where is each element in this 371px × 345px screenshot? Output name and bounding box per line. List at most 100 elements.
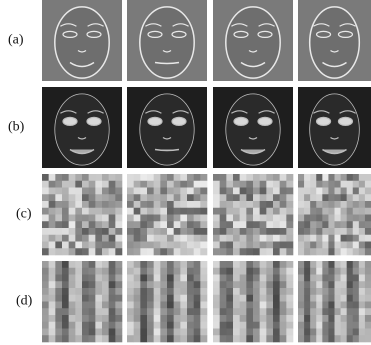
pixel — [180, 281, 187, 288]
pixel — [95, 295, 102, 302]
pixel — [194, 335, 201, 342]
pixel — [304, 281, 310, 288]
pixel — [226, 335, 233, 342]
pixel — [298, 248, 304, 255]
pixel — [240, 268, 247, 275]
pixel — [316, 228, 322, 235]
pixel — [180, 201, 187, 208]
pixel — [359, 208, 365, 215]
pixel — [365, 295, 371, 302]
pixel — [335, 275, 341, 282]
pixel — [310, 281, 316, 288]
pixel — [49, 329, 56, 336]
pixel — [341, 248, 347, 255]
pixel — [62, 242, 69, 249]
pixel — [316, 235, 322, 242]
pixel — [328, 308, 334, 315]
pixel — [180, 308, 187, 315]
pixel — [55, 242, 62, 249]
pixel — [365, 174, 371, 181]
pixel — [328, 268, 334, 275]
pixel — [213, 335, 220, 342]
pixel — [322, 268, 328, 275]
pixel — [167, 268, 174, 275]
pixel — [266, 228, 273, 235]
pixel — [147, 322, 154, 329]
pixel — [213, 208, 220, 215]
pixel — [49, 302, 56, 309]
face-image — [127, 174, 207, 255]
pixel — [322, 261, 328, 268]
pixel — [109, 215, 116, 222]
pixel — [286, 329, 293, 336]
pixel — [154, 302, 161, 309]
pixel — [134, 188, 141, 195]
pixel — [213, 194, 220, 201]
pixel — [147, 221, 154, 228]
pixel — [200, 261, 207, 268]
pixel — [273, 268, 280, 275]
pixel — [365, 329, 371, 336]
pixel — [246, 315, 253, 322]
pixel — [322, 288, 328, 295]
pixel — [341, 295, 347, 302]
pixel — [154, 215, 161, 222]
pixel — [134, 208, 141, 215]
eye — [172, 117, 186, 125]
pixel — [220, 208, 227, 215]
pixel — [160, 281, 167, 288]
pixel — [273, 215, 280, 222]
pixel — [273, 295, 280, 302]
pixel — [286, 335, 293, 342]
face-image — [298, 174, 371, 255]
pixel — [286, 174, 293, 181]
pixel — [353, 302, 359, 309]
pixel — [359, 308, 365, 315]
pixel — [102, 215, 109, 222]
pixel — [187, 221, 194, 228]
pixel — [253, 315, 260, 322]
pixel — [55, 181, 62, 188]
pixel — [200, 188, 207, 195]
pixel — [220, 242, 227, 249]
pixel — [310, 228, 316, 235]
pixel — [62, 322, 69, 329]
pixel — [55, 295, 62, 302]
pixel — [359, 261, 365, 268]
pixel — [174, 235, 181, 242]
pixel — [62, 228, 69, 235]
pixel — [286, 242, 293, 249]
pixel — [266, 201, 273, 208]
pixel — [109, 181, 116, 188]
pixel — [347, 174, 353, 181]
pixel — [335, 248, 341, 255]
pixel — [187, 335, 194, 342]
pixel — [280, 288, 287, 295]
pixel — [115, 315, 122, 322]
pixel — [365, 288, 371, 295]
pixel — [273, 174, 280, 181]
pixel — [127, 322, 134, 329]
pixel — [286, 322, 293, 329]
pixel — [213, 275, 220, 282]
pixel — [328, 194, 334, 201]
pixel — [180, 288, 187, 295]
pixel — [49, 275, 56, 282]
pixel — [220, 302, 227, 309]
pixel — [220, 235, 227, 242]
pixel — [213, 268, 220, 275]
pixel — [115, 261, 122, 268]
pixel — [246, 181, 253, 188]
pixel — [187, 329, 194, 336]
pixel — [359, 302, 365, 309]
pixel — [266, 275, 273, 282]
pixel — [82, 181, 89, 188]
pixel — [328, 248, 334, 255]
pixel — [253, 329, 260, 336]
pixel — [167, 329, 174, 336]
pixel — [335, 315, 341, 322]
pixel — [89, 275, 96, 282]
pixel — [260, 201, 267, 208]
pixel — [194, 268, 201, 275]
pixel — [347, 194, 353, 201]
